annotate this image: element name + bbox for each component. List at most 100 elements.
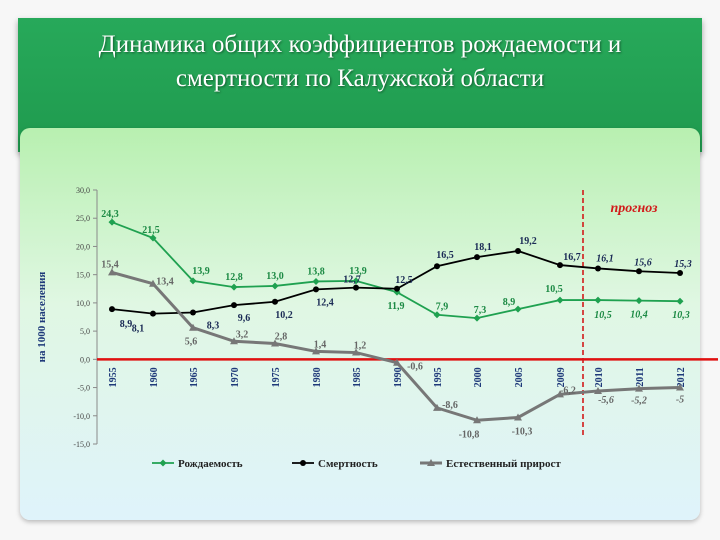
data-point: [313, 286, 319, 293]
data-label: 18,1: [474, 242, 492, 253]
y-tick-label: -10,0: [73, 412, 90, 421]
data-point: [352, 348, 360, 356]
data-label: 7,9: [436, 302, 449, 313]
data-point: [636, 268, 642, 275]
data-point: [312, 347, 320, 355]
chart-panel: [20, 128, 700, 520]
data-point: [433, 311, 441, 319]
data-point: [514, 413, 522, 421]
data-label: 15,6: [634, 257, 652, 268]
data-point: [230, 337, 238, 345]
data-point: [473, 416, 481, 424]
data-point: [109, 306, 115, 313]
data-point: [594, 296, 602, 304]
x-tick-label: 1975: [271, 367, 282, 387]
data-point: [271, 282, 279, 290]
data-label: 12,8: [225, 272, 243, 283]
data-label: 8,1: [132, 324, 145, 335]
x-tick-label: 1995: [433, 367, 444, 387]
y-tick-label: 10,0: [76, 299, 90, 308]
legend-marker: [159, 459, 167, 467]
data-label: -10,3: [512, 426, 533, 437]
y-tick-label: 30,0: [76, 186, 90, 195]
legend-label: Естественный прирост: [446, 458, 561, 470]
data-label: 10,5: [594, 310, 612, 321]
data-point: [108, 268, 116, 276]
data-point: [189, 277, 197, 285]
data-point: [635, 384, 643, 392]
y-tick-label: 25,0: [76, 214, 90, 223]
data-point: [434, 263, 440, 270]
data-point: [394, 285, 400, 292]
data-label: 10,2: [275, 310, 293, 321]
data-point: [595, 265, 601, 272]
y-tick-label: -5,0: [77, 384, 90, 393]
data-label: -5,6: [598, 395, 614, 406]
data-label: 8,3: [207, 320, 220, 331]
data-label: 19,2: [519, 236, 537, 247]
data-label: 8,9: [120, 319, 133, 330]
data-label: -6,2: [560, 385, 576, 396]
data-point: [594, 386, 602, 394]
data-label: 12,5: [395, 275, 413, 286]
data-label: -8,6: [442, 400, 458, 411]
data-point: [635, 297, 643, 305]
data-point: [149, 234, 157, 242]
y-tick-label: 0,0: [80, 355, 90, 364]
data-point: [353, 284, 359, 291]
x-tick-label: 2012: [676, 367, 687, 387]
data-point: [676, 383, 684, 391]
data-point: [231, 302, 237, 309]
data-point: [473, 314, 481, 322]
legend-label: Рождаемость: [178, 458, 243, 470]
data-point: [433, 403, 441, 411]
data-label: 7,3: [474, 305, 487, 316]
data-label: 9,6: [238, 313, 251, 324]
y-tick-label: -15,0: [73, 440, 90, 449]
data-label: 10,4: [630, 310, 648, 321]
data-label: -5,2: [631, 396, 647, 407]
y-tick-label: 15,0: [76, 271, 90, 280]
data-point: [393, 358, 401, 366]
data-label: 1,4: [314, 339, 327, 350]
data-label: 16,5: [436, 250, 454, 261]
legend-label: Смертность: [318, 458, 378, 470]
data-point: [312, 277, 320, 285]
x-tick-label: 2011: [635, 367, 646, 386]
data-label: 1,2: [354, 341, 367, 352]
data-label: -0,6: [407, 362, 423, 373]
data-label: 21,5: [142, 225, 160, 236]
data-label: 10,3: [672, 310, 690, 321]
x-tick-label: 1960: [149, 367, 160, 387]
data-point: [108, 218, 116, 226]
x-tick-label: 2010: [594, 367, 605, 387]
data-point: [677, 269, 683, 276]
data-point: [150, 310, 156, 317]
data-label: -5: [676, 395, 684, 406]
x-tick-label: 1970: [230, 367, 241, 387]
data-point: [556, 390, 564, 398]
data-label: 15,3: [674, 259, 692, 270]
data-label: 8,9: [503, 297, 516, 308]
data-point: [557, 262, 563, 269]
data-label: 12,4: [316, 297, 334, 308]
data-label: 13,9: [192, 266, 210, 277]
data-point: [271, 339, 279, 347]
data-label: 24,3: [101, 209, 119, 220]
x-tick-label: 2005: [514, 367, 525, 387]
data-point: [189, 323, 197, 331]
x-tick-label: 1990: [393, 367, 404, 387]
data-point: [474, 254, 480, 261]
data-point: [272, 298, 278, 305]
data-label: 12,7: [343, 275, 361, 286]
legend-marker: [300, 460, 306, 466]
data-label: 11,9: [388, 301, 405, 312]
x-tick-label: 1955: [108, 367, 119, 387]
data-point: [190, 309, 196, 316]
data-label: 2,8: [275, 332, 288, 343]
data-label: 15,4: [101, 259, 119, 270]
data-point: [514, 305, 522, 313]
data-point: [149, 279, 157, 287]
data-label: 13,8: [307, 266, 325, 277]
data-label: -10,8: [459, 429, 480, 440]
